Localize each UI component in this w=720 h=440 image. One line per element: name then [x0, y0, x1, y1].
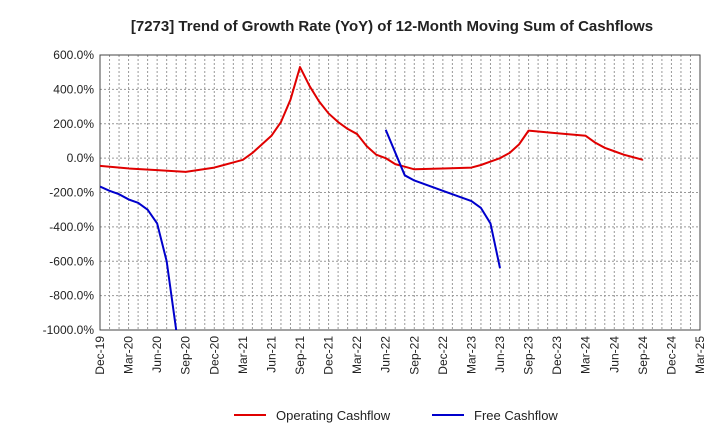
y-tick-label: 400.0% — [53, 82, 94, 96]
x-tick-label: Jun-22 — [379, 336, 393, 373]
x-tick-label: Dec-21 — [322, 336, 336, 375]
y-tick-label: -800.0% — [49, 289, 94, 303]
y-tick-label: -1000.0% — [43, 323, 95, 337]
series-line-free-cashflow — [100, 185, 178, 330]
x-tick-label: Sep-24 — [636, 336, 650, 375]
x-tick-label: Dec-23 — [550, 336, 564, 375]
x-tick-label: Sep-21 — [293, 336, 307, 375]
y-tick-label: -600.0% — [49, 254, 94, 268]
x-tick-label: Mar-25 — [693, 336, 707, 374]
legend-label: Free Cashflow — [474, 408, 558, 423]
plot-border — [99, 54, 701, 331]
x-tick-label: Sep-20 — [179, 336, 193, 375]
y-tick-label: 600.0% — [53, 48, 94, 62]
series-line-operating-cashflow — [100, 66, 644, 173]
legend-label: Operating Cashflow — [276, 408, 391, 423]
x-tick-label: Mar-21 — [236, 336, 250, 374]
x-tick-label: Jun-23 — [493, 336, 507, 373]
x-tick-label: Dec-19 — [93, 336, 107, 375]
y-tick-label: 0.0% — [67, 151, 95, 165]
x-tick-label: Mar-22 — [350, 336, 364, 374]
x-tick-label: Mar-23 — [464, 336, 478, 374]
x-tick-label: Mar-24 — [579, 336, 593, 374]
x-tick-label: Jun-20 — [150, 336, 164, 373]
x-tick-label: Jun-21 — [264, 336, 278, 373]
x-tick-label: Dec-20 — [207, 336, 221, 375]
x-tick-label: Dec-24 — [664, 336, 678, 375]
y-tick-label: -200.0% — [49, 186, 94, 200]
y-tick-label: -400.0% — [49, 220, 94, 234]
chart-title: [7273] Trend of Growth Rate (YoY) of 12-… — [131, 18, 653, 35]
x-tick-label: Jun-24 — [607, 336, 621, 373]
x-tick-label: Sep-23 — [522, 336, 536, 375]
series-line-free-cashflow — [384, 129, 501, 269]
y-tick-label: 200.0% — [53, 117, 94, 131]
x-tick-label: Dec-22 — [436, 336, 450, 375]
x-tick-label: Sep-22 — [407, 336, 421, 375]
x-tick-label: Mar-20 — [122, 336, 136, 374]
